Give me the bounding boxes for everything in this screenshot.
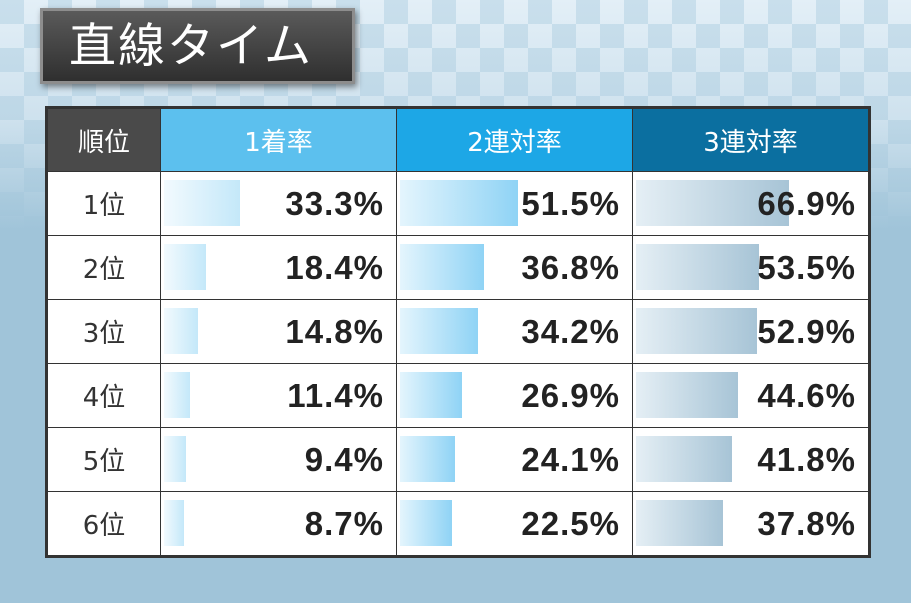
top2-rate-cell: 22.5% (396, 491, 633, 556)
win-rate-cell: 18.4% (160, 235, 397, 300)
table-row: 5位 9.4% 24.1% 41.8% (47, 427, 869, 492)
rank-label: 6位 (47, 491, 161, 556)
table-row: 3位 14.8% 34.2% 52.9% (47, 299, 869, 364)
win-rate-value: 18.4% (285, 249, 384, 286)
top2-rate-value: 24.1% (521, 441, 620, 478)
top2-rate-cell: 24.1% (396, 427, 633, 492)
table-row: 2位 18.4% 36.8% 53.5% (47, 235, 869, 300)
top2-rate-value: 36.8% (521, 249, 620, 286)
top2-rate-cell: 36.8% (396, 235, 633, 300)
rank-label: 3位 (47, 299, 161, 364)
top2-rate-bar (400, 244, 484, 290)
rank-column-header: 順位 (47, 108, 161, 172)
win-rate-cell: 8.7% (160, 491, 397, 556)
win-rate-value: 14.8% (285, 313, 384, 350)
win-rate-value: 8.7% (304, 505, 384, 542)
top2-rate-bar (400, 500, 452, 546)
win-rate-bar (164, 180, 240, 226)
top3-rate-cell: 44.6% (632, 363, 869, 428)
top3-rate-cell: 52.9% (632, 299, 869, 364)
win-rate-column-header: 1着率 (160, 108, 397, 172)
top3-rate-bar (636, 244, 759, 290)
win-rate-cell: 9.4% (160, 427, 397, 492)
top2-rate-cell: 26.9% (396, 363, 633, 428)
table-row: 4位 11.4% 26.9% 44.6% (47, 363, 869, 428)
top3-rate-value: 53.5% (757, 249, 856, 286)
top3-rate-value: 44.6% (757, 377, 856, 414)
top3-rate-bar (636, 500, 723, 546)
stats-table: 順位 1着率 2連対率 3連対率 1位 33.3% 51.5% 66.9% 2位 18.4… (45, 106, 871, 558)
top3-rate-cell: 53.5% (632, 235, 869, 300)
header-row: 順位 1着率 2連対率 3連対率 (47, 108, 869, 172)
win-rate-cell: 33.3% (160, 171, 397, 236)
top3-rate-bar (636, 436, 732, 482)
table-row: 6位 8.7% 22.5% 37.8% (47, 491, 869, 556)
top3-rate-cell: 41.8% (632, 427, 869, 492)
top3-rate-value: 41.8% (757, 441, 856, 478)
rank-label: 5位 (47, 427, 161, 492)
win-rate-cell: 11.4% (160, 363, 397, 428)
top2-rate-bar (400, 372, 462, 418)
win-rate-value: 33.3% (285, 185, 384, 222)
top3-rate-value: 37.8% (757, 505, 856, 542)
top2-rate-column-header: 2連対率 (396, 108, 633, 172)
win-rate-bar (164, 500, 184, 546)
table-body: 1位 33.3% 51.5% 66.9% 2位 18.4% 36.8% 53.5% 3位 14.8… (47, 171, 869, 556)
top2-rate-cell: 34.2% (396, 299, 633, 364)
top2-rate-value: 26.9% (521, 377, 620, 414)
top2-rate-value: 34.2% (521, 313, 620, 350)
top3-rate-value: 66.9% (757, 185, 856, 222)
top3-rate-cell: 66.9% (632, 171, 869, 236)
top3-rate-value: 52.9% (757, 313, 856, 350)
win-rate-bar (164, 436, 186, 482)
top3-rate-column-header: 3連対率 (632, 108, 869, 172)
rank-label: 1位 (47, 171, 161, 236)
top2-rate-bar (400, 180, 518, 226)
top3-rate-bar (636, 180, 789, 226)
win-rate-bar (164, 244, 206, 290)
win-rate-bar (164, 372, 190, 418)
top3-rate-bar (636, 308, 757, 354)
page-title: 直線タイム (69, 19, 314, 74)
top3-rate-bar (636, 372, 738, 418)
top2-rate-value: 51.5% (521, 185, 620, 222)
win-rate-value: 11.4% (287, 377, 384, 414)
stats-grid: 順位 1着率 2連対率 3連対率 1位 33.3% 51.5% 66.9% 2位 18.4… (47, 108, 869, 556)
win-rate-cell: 14.8% (160, 299, 397, 364)
top2-rate-value: 22.5% (521, 505, 620, 542)
top2-rate-bar (400, 308, 478, 354)
top2-rate-bar (400, 436, 455, 482)
rank-label: 2位 (47, 235, 161, 300)
win-rate-value: 9.4% (304, 441, 384, 478)
win-rate-bar (164, 308, 198, 354)
rank-label: 4位 (47, 363, 161, 428)
top2-rate-cell: 51.5% (396, 171, 633, 236)
table-row: 1位 33.3% 51.5% 66.9% (47, 171, 869, 236)
title-banner: 直線タイム (40, 8, 355, 84)
top3-rate-cell: 37.8% (632, 491, 869, 556)
